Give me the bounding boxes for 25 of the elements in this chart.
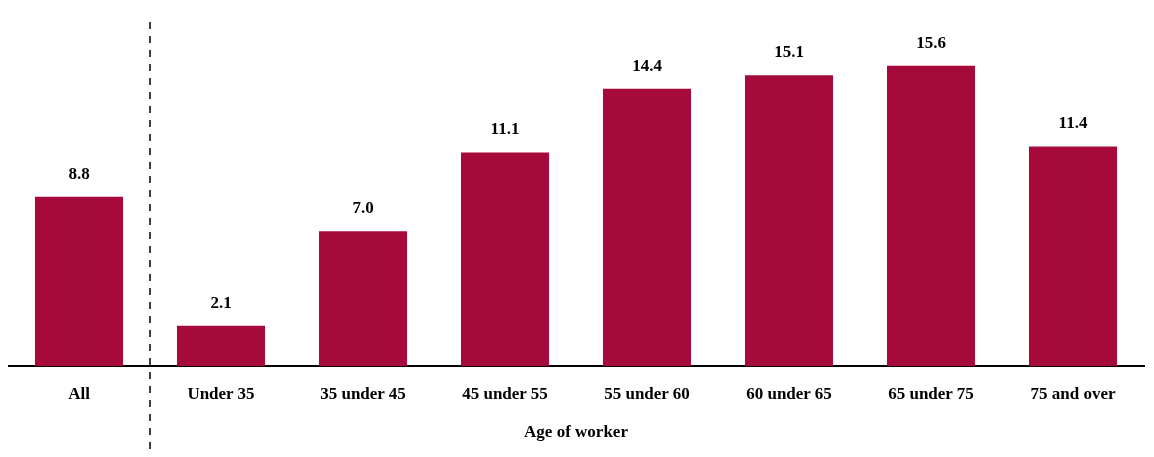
data-label: 7.0: [352, 198, 374, 218]
bar: [886, 65, 976, 367]
data-label: 8.8: [68, 163, 90, 183]
x-tick-label: 75 and over: [1030, 383, 1116, 403]
bar: [34, 196, 124, 367]
x-tick-label: 65 under 75: [888, 383, 974, 403]
data-label: 15.6: [916, 32, 946, 52]
data-label: 15.1: [774, 42, 804, 62]
bar: [602, 88, 692, 367]
x-tick-label: 55 under 60: [604, 383, 690, 403]
x-tick-label: 60 under 65: [746, 383, 832, 403]
x-tick-label: All: [68, 383, 91, 403]
bar: [1028, 146, 1118, 367]
data-label: 14.4: [632, 55, 663, 75]
data-label: 11.4: [1058, 113, 1088, 133]
x-tick-label: Under 35: [187, 383, 255, 403]
x-axis-title: Age of worker: [524, 422, 629, 442]
bar: [744, 75, 834, 367]
bar: [318, 231, 408, 367]
data-label: 11.1: [490, 119, 520, 139]
bar: [176, 325, 266, 367]
x-tick-label: 35 under 45: [320, 383, 406, 403]
x-tick-label: 45 under 55: [462, 383, 548, 403]
bar: [460, 152, 550, 367]
data-label: 2.1: [210, 292, 232, 312]
